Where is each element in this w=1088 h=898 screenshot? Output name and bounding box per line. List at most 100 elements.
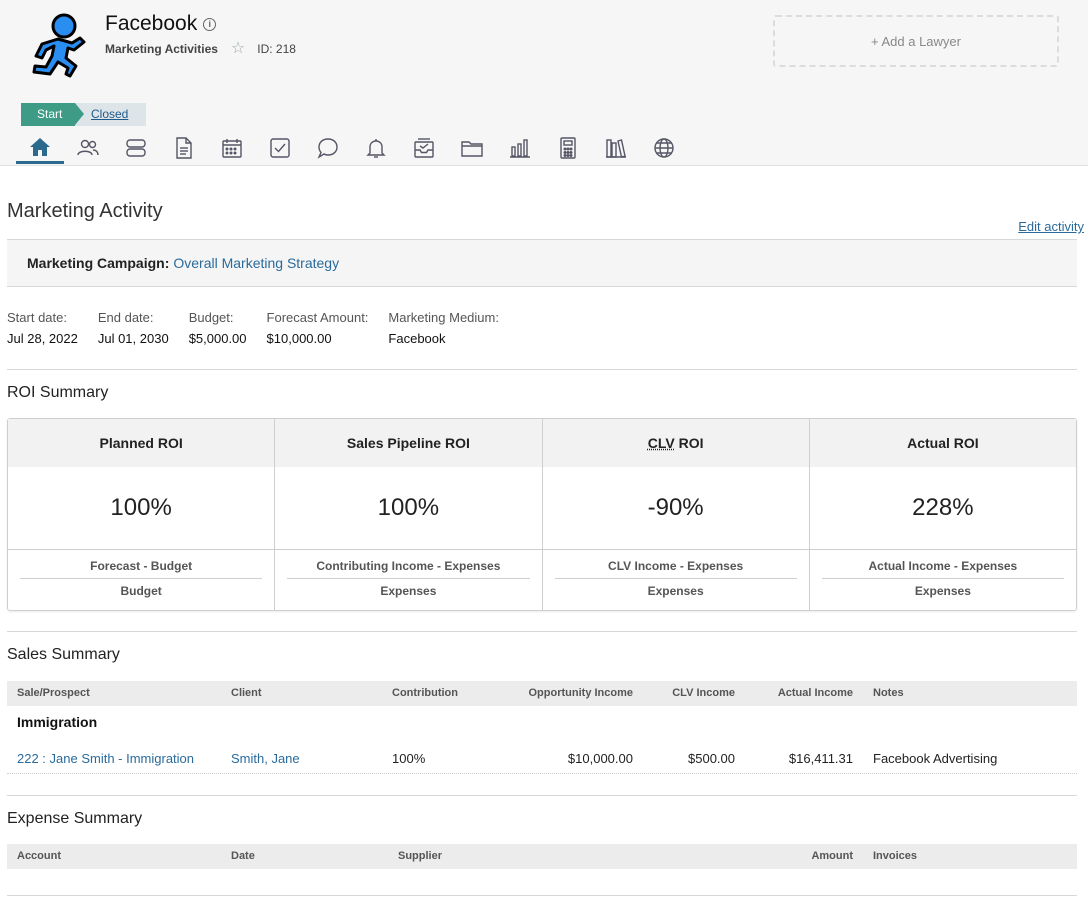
record-header: Facebook i Marketing Activities ☆ ID: 21… xyxy=(0,0,1088,166)
calculator-icon[interactable] xyxy=(544,132,592,164)
roi-summary: Planned ROI 100% Forecast - Budget Budge… xyxy=(7,418,1077,611)
roi-card-planned: Planned ROI 100% Forecast - Budget Budge… xyxy=(8,419,276,610)
divider xyxy=(7,369,1077,370)
info-icon[interactable]: i xyxy=(203,17,217,31)
column-header[interactable]: CLV Income xyxy=(672,687,735,699)
roi-card-value: 100% xyxy=(8,467,275,550)
people-icon[interactable] xyxy=(64,132,112,164)
roi-summary-title: ROI Summary xyxy=(7,384,109,401)
campaign-bar: Marketing Campaign: Overall Marketing St… xyxy=(7,239,1077,287)
stage-closed-link[interactable]: Closed xyxy=(75,103,146,126)
detail-value: Jul 01, 2030 xyxy=(97,331,169,346)
roi-card-actual: Actual ROI 228% Actual Income - Expenses… xyxy=(809,419,1076,610)
detail-end-date: End date: Jul 01, 2030 xyxy=(98,310,169,346)
roi-card-sales-pipeline: Sales Pipeline ROI 100% Contributing Inc… xyxy=(275,419,543,610)
sales-group-label: Immigration xyxy=(17,714,98,730)
detail-label: Forecast Amount: xyxy=(266,310,369,325)
home-icon[interactable] xyxy=(16,132,64,164)
title-block: Facebook i Marketing Activities ☆ ID: 21… xyxy=(105,12,296,57)
clv-abbreviation[interactable]: CLV xyxy=(647,435,675,451)
detail-budget: Budget: $5,000.00 xyxy=(189,310,247,346)
column-header[interactable]: Opportunity Income xyxy=(528,687,634,699)
notes-cell: Facebook Advertising xyxy=(873,751,998,766)
column-header[interactable]: Actual Income xyxy=(777,687,853,699)
opportunity-income-cell: $10,000.00 xyxy=(567,751,633,766)
roi-denominator: Expenses xyxy=(914,584,971,598)
chat-icon[interactable] xyxy=(304,132,352,164)
roi-card-value: 100% xyxy=(275,467,542,550)
folder-icon[interactable] xyxy=(448,132,496,164)
roi-card-head: CLV ROI xyxy=(542,419,809,467)
activity-details: Start date: Jul 28, 2022 End date: Jul 0… xyxy=(7,310,519,346)
detail-label: Budget: xyxy=(188,310,234,325)
actual-income-cell: $16,411.31 xyxy=(788,751,853,766)
calendar-icon[interactable] xyxy=(208,132,256,164)
add-lawyer-button[interactable]: + Add a Lawyer xyxy=(773,15,1059,67)
stage-start[interactable]: Start xyxy=(21,103,84,126)
sale-link[interactable]: 222 : Jane Smith - Immigration xyxy=(17,751,195,766)
roi-denominator: Expenses xyxy=(380,584,437,598)
roi-card-value: 228% xyxy=(809,467,1076,550)
roi-numerator: Contributing Income - Expenses xyxy=(287,559,530,579)
detail-label: Marketing Medium: xyxy=(388,310,499,325)
task-check-icon[interactable] xyxy=(256,132,304,164)
clv-income-cell: $500.00 xyxy=(688,751,735,766)
divider xyxy=(7,795,1077,796)
column-header[interactable]: Sale/Prospect xyxy=(17,687,90,699)
inbox-icon[interactable] xyxy=(400,132,448,164)
campaign-link[interactable]: Overall Marketing Strategy xyxy=(173,255,340,271)
roi-formula: Contributing Income - Expenses Expenses xyxy=(275,550,541,610)
records-icon[interactable] xyxy=(112,132,160,164)
sales-table-header: Sale/Prospect Client Contribution Opport… xyxy=(7,681,1077,706)
detail-start-date: Start date: Jul 28, 2022 xyxy=(7,310,78,346)
document-icon[interactable] xyxy=(160,132,208,164)
library-icon[interactable] xyxy=(592,132,640,164)
column-header[interactable]: Date xyxy=(231,850,255,862)
roi-card-head: Actual ROI xyxy=(809,419,1076,467)
sales-summary-title: Sales Summary xyxy=(7,646,120,663)
bar-chart-icon[interactable] xyxy=(496,132,544,164)
detail-label: End date: xyxy=(97,310,154,325)
column-header[interactable]: Account xyxy=(17,850,61,862)
column-header[interactable]: Supplier xyxy=(398,850,443,862)
contribution-cell: 100% xyxy=(392,751,426,766)
column-header[interactable]: Invoices xyxy=(873,850,918,862)
detail-value: Jul 28, 2022 xyxy=(7,331,78,346)
detail-value: Facebook xyxy=(388,331,446,346)
table-row: 222 : Jane Smith - Immigration Smith, Ja… xyxy=(7,744,1077,774)
edit-activity-link[interactable]: Edit activity xyxy=(1018,219,1084,234)
star-icon[interactable]: ☆ xyxy=(230,40,246,57)
column-header[interactable]: Client xyxy=(231,687,262,699)
detail-value: $5,000.00 xyxy=(188,331,247,346)
running-man-logo-icon xyxy=(28,12,88,82)
roi-formula: CLV Income - Expenses Expenses xyxy=(543,550,809,610)
campaign-label: Marketing Campaign: xyxy=(27,255,170,271)
detail-forecast-amount: Forecast Amount: $10,000.00 xyxy=(267,310,369,346)
roi-numerator: Actual Income - Expenses xyxy=(821,559,1064,579)
module-name[interactable]: Marketing Activities xyxy=(105,42,218,56)
globe-icon[interactable] xyxy=(640,132,688,164)
record-id: ID: 218 xyxy=(257,42,296,56)
roi-numerator: CLV Income - Expenses xyxy=(554,559,797,579)
client-link[interactable]: Smith, Jane xyxy=(231,751,300,766)
detail-marketing-medium: Marketing Medium: Facebook xyxy=(388,310,499,346)
record-nav xyxy=(16,132,688,166)
roi-card-head: Planned ROI xyxy=(8,419,275,467)
column-header[interactable]: Notes xyxy=(873,687,904,699)
expense-table-header: Account Date Supplier Amount Invoices xyxy=(7,844,1077,869)
detail-value: $10,000.00 xyxy=(266,331,332,346)
page-heading: Marketing Activity xyxy=(7,200,163,222)
roi-formula: Actual Income - Expenses Expenses xyxy=(810,550,1076,610)
bell-icon[interactable] xyxy=(352,132,400,164)
divider xyxy=(7,895,1077,896)
roi-formula: Forecast - Budget Budget xyxy=(8,550,274,610)
divider xyxy=(7,631,1077,632)
stage-bar: Start Closed xyxy=(21,103,146,126)
header-top: Facebook i Marketing Activities ☆ ID: 21… xyxy=(0,0,1088,95)
roi-card-clv: CLV ROI -90% CLV Income - Expenses Expen… xyxy=(542,419,810,610)
column-header[interactable]: Amount xyxy=(811,850,853,862)
column-header[interactable]: Contribution xyxy=(392,687,458,699)
detail-label: Start date: xyxy=(7,310,67,325)
roi-denominator: Budget xyxy=(120,584,162,598)
page-title: Facebook xyxy=(105,12,198,35)
